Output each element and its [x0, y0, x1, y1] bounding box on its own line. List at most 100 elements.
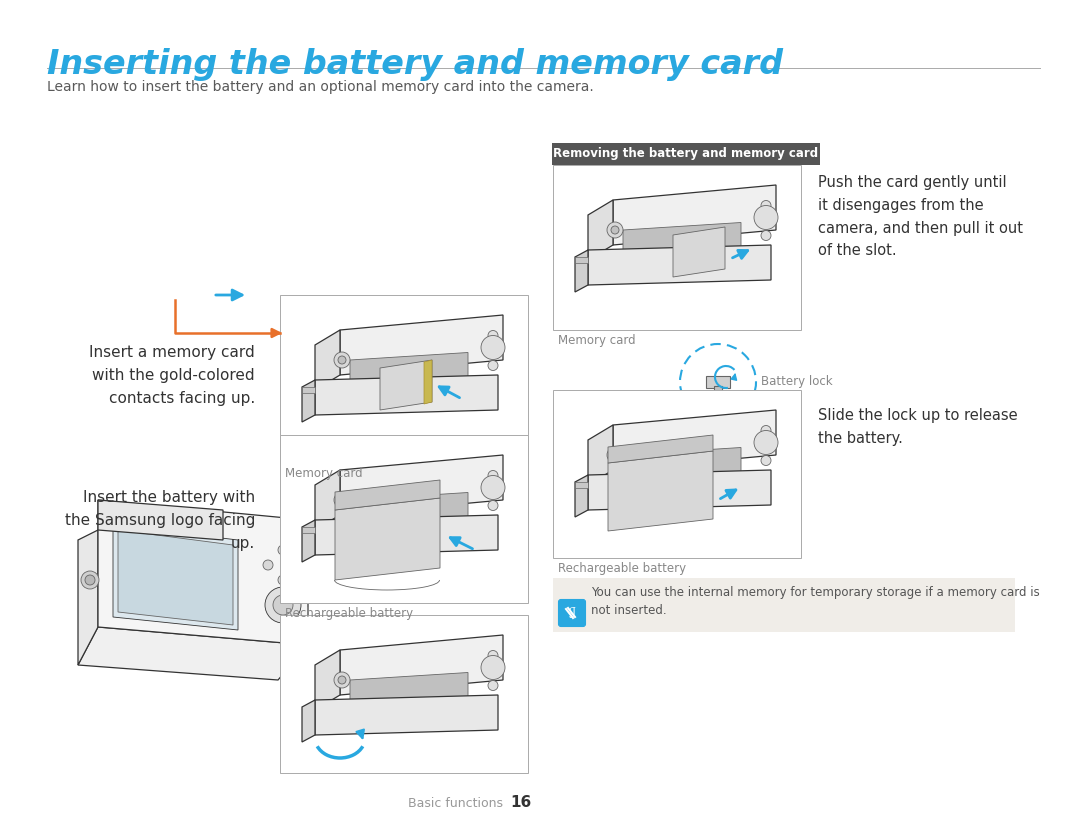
- Circle shape: [761, 200, 771, 210]
- Polygon shape: [608, 435, 713, 463]
- Circle shape: [488, 331, 498, 341]
- Circle shape: [611, 451, 619, 459]
- Text: Memory card: Memory card: [285, 467, 363, 480]
- Polygon shape: [380, 360, 432, 410]
- Text: Push the card gently until
it disengages from the
camera, and then pull it out
o: Push the card gently until it disengages…: [818, 175, 1023, 258]
- Bar: [706, 376, 730, 388]
- Bar: [280, 615, 528, 773]
- Text: ℐ: ℐ: [568, 606, 576, 620]
- Polygon shape: [340, 455, 503, 515]
- Polygon shape: [623, 447, 741, 480]
- Polygon shape: [350, 672, 468, 705]
- Polygon shape: [350, 492, 468, 525]
- Polygon shape: [302, 520, 315, 562]
- Text: Rechargeable battery: Rechargeable battery: [285, 607, 414, 620]
- Polygon shape: [424, 360, 432, 404]
- Polygon shape: [315, 695, 498, 735]
- Bar: [553, 390, 801, 558]
- Polygon shape: [78, 627, 308, 680]
- Circle shape: [338, 496, 346, 504]
- Polygon shape: [113, 525, 238, 630]
- Circle shape: [81, 571, 99, 589]
- Polygon shape: [673, 227, 725, 277]
- Circle shape: [761, 215, 771, 226]
- Circle shape: [265, 587, 301, 623]
- Polygon shape: [588, 200, 613, 260]
- Circle shape: [761, 456, 771, 465]
- Polygon shape: [335, 480, 440, 510]
- Polygon shape: [315, 470, 340, 530]
- Circle shape: [488, 486, 498, 496]
- Circle shape: [334, 672, 350, 688]
- Polygon shape: [613, 410, 777, 470]
- Text: Slide the lock up to release
the battery.: Slide the lock up to release the battery…: [818, 408, 1017, 446]
- Circle shape: [488, 681, 498, 690]
- Polygon shape: [340, 635, 503, 695]
- Polygon shape: [623, 222, 741, 255]
- Text: Insert the battery with
the Samsung logo facing
up.: Insert the battery with the Samsung logo…: [65, 490, 255, 551]
- Text: Rechargeable battery: Rechargeable battery: [558, 562, 686, 575]
- Circle shape: [264, 560, 273, 570]
- Circle shape: [761, 425, 771, 435]
- Polygon shape: [98, 500, 222, 540]
- Circle shape: [338, 356, 346, 364]
- Text: Inserting the battery and memory card: Inserting the battery and memory card: [48, 48, 783, 81]
- Circle shape: [488, 500, 498, 510]
- Circle shape: [481, 475, 505, 500]
- Bar: [280, 435, 528, 603]
- Polygon shape: [315, 650, 340, 710]
- Circle shape: [607, 447, 623, 463]
- Circle shape: [481, 336, 505, 359]
- Polygon shape: [613, 185, 777, 245]
- Polygon shape: [118, 530, 233, 625]
- Bar: [552, 143, 820, 165]
- Circle shape: [754, 205, 778, 230]
- Polygon shape: [302, 700, 315, 742]
- Polygon shape: [608, 451, 713, 531]
- Polygon shape: [315, 330, 340, 390]
- Circle shape: [488, 360, 498, 371]
- Circle shape: [761, 231, 771, 240]
- Text: You can use the internal memory for temporary storage if a memory card is
not in: You can use the internal memory for temp…: [591, 586, 1040, 617]
- Circle shape: [273, 595, 293, 615]
- Text: Basic functions: Basic functions: [408, 797, 503, 810]
- Text: Battery lock: Battery lock: [761, 376, 833, 389]
- Circle shape: [334, 492, 350, 508]
- Polygon shape: [315, 375, 498, 415]
- Circle shape: [85, 575, 95, 585]
- FancyBboxPatch shape: [558, 600, 585, 627]
- Polygon shape: [315, 515, 498, 555]
- Bar: [575, 482, 588, 488]
- Circle shape: [334, 352, 350, 368]
- Circle shape: [611, 226, 619, 234]
- Bar: [714, 386, 723, 392]
- Text: Memory card: Memory card: [558, 334, 636, 347]
- Circle shape: [488, 650, 498, 660]
- Circle shape: [488, 666, 498, 676]
- Circle shape: [278, 545, 288, 555]
- Circle shape: [761, 440, 771, 451]
- Bar: [302, 387, 315, 393]
- Polygon shape: [350, 353, 468, 385]
- Polygon shape: [78, 530, 98, 665]
- Polygon shape: [588, 425, 613, 485]
- Bar: [553, 578, 1015, 632]
- Bar: [575, 257, 588, 263]
- Circle shape: [488, 346, 498, 355]
- Circle shape: [293, 560, 303, 570]
- Polygon shape: [335, 498, 440, 580]
- Circle shape: [754, 430, 778, 455]
- Polygon shape: [98, 500, 308, 645]
- Bar: [302, 527, 315, 533]
- Circle shape: [488, 470, 498, 481]
- Polygon shape: [302, 380, 315, 422]
- Circle shape: [481, 655, 505, 680]
- Polygon shape: [340, 315, 503, 375]
- Text: Learn how to insert the battery and an optional memory card into the camera.: Learn how to insert the battery and an o…: [48, 80, 594, 94]
- Polygon shape: [588, 470, 771, 510]
- Bar: [280, 295, 528, 463]
- Circle shape: [338, 676, 346, 684]
- Bar: [553, 165, 801, 330]
- Circle shape: [607, 222, 623, 238]
- Circle shape: [278, 575, 288, 585]
